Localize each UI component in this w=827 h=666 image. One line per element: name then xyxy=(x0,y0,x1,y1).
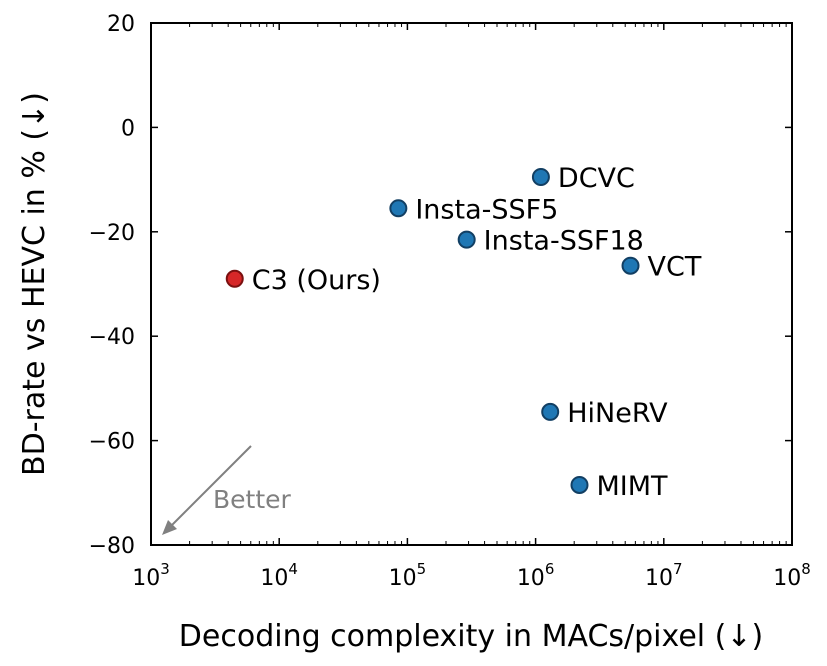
data-point-label: HiNeRV xyxy=(567,398,668,429)
data-point-label: Insta-SSF5 xyxy=(415,194,558,225)
data-point xyxy=(225,269,244,288)
better-label: Better xyxy=(213,485,292,514)
data-point-label: C3 (Ours) xyxy=(252,265,381,296)
y-axis-label: BD-rate vs HEVC in % (↓) xyxy=(17,92,52,476)
x-tick-label: 107 xyxy=(645,560,683,591)
data-point-label: DCVC xyxy=(558,163,635,194)
y-tick-label: 0 xyxy=(121,116,135,141)
better-arrow xyxy=(165,445,252,532)
x-tick-label: 106 xyxy=(517,560,555,591)
x-tick-label: 105 xyxy=(389,560,427,591)
better-annotation: Better xyxy=(162,445,292,535)
data-point xyxy=(389,199,408,218)
y-tick-label: −40 xyxy=(89,325,135,350)
data-point xyxy=(621,256,640,275)
data-point xyxy=(570,475,589,494)
y-tick-label: 20 xyxy=(107,12,135,37)
y-tick-label: −20 xyxy=(89,221,135,246)
data-point-label: Insta-SSF18 xyxy=(484,226,644,257)
tick-labels: 103 104 105 106 107 108 20 0 −20 −40 −60 −80 xyxy=(89,12,811,591)
x-tick-label: 104 xyxy=(260,560,298,591)
x-axis-label: Decoding complexity in MACs/pixel (↓) xyxy=(179,619,763,654)
x-tick-label: 103 xyxy=(132,560,170,591)
better-arrowhead xyxy=(162,520,177,535)
data-point xyxy=(531,167,550,186)
y-tick-label: −60 xyxy=(89,430,135,455)
data-point-label: MIMT xyxy=(596,471,668,502)
axis-ticks xyxy=(150,22,793,546)
y-tick-label: −80 xyxy=(89,534,135,559)
data-point xyxy=(541,402,560,421)
x-tick-label: 108 xyxy=(773,560,811,591)
plot-area xyxy=(150,22,793,546)
data-point-label: VCT xyxy=(648,252,702,283)
data-point xyxy=(457,230,476,249)
